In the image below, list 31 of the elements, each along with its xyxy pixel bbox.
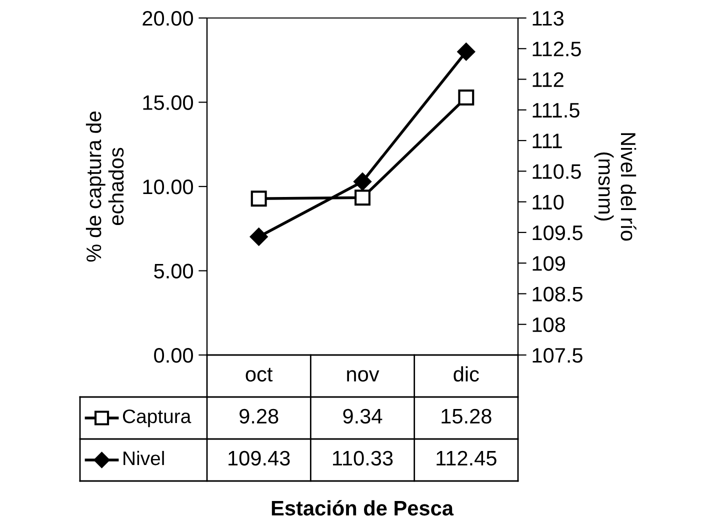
data-label: 110.33 [333,450,393,466]
x-tick-label: nov [347,370,380,382]
legend-label: Nivel [124,450,164,466]
y2-tick-label: 113 [532,11,564,26]
data-label: 15.28 [442,408,492,424]
x-tick-label: oct [246,368,273,382]
y2-tick-label: 109 [532,256,565,271]
y2-tick-label: 108.5 [532,286,582,302]
y2-axis-title: Nivel del río (msnm) [594,133,636,241]
y2-tick-label: 110 [532,194,564,210]
legend-label: Captura [122,409,192,428]
y2-tick-label: 112 [532,72,564,87]
y2-tick-label: 112.5 [532,42,581,56]
data-label: 112.45 [436,450,496,466]
y2-tick-label: 110.5 [532,164,581,179]
y-tick-label: 20.00 [142,11,193,26]
data-label: 9.34 [343,408,382,424]
y2-tick-label: 111.5 [532,103,580,118]
y-tick-label: 15.00 [143,95,193,110]
y-tick-label: 5.00 [154,264,193,279]
y2-tick-label: 108 [532,317,566,332]
y-tick-label: 10.00 [143,180,193,194]
data-label: 9.28 [240,408,278,424]
data-label: 109.43 [228,450,290,466]
y2-tick-label: 107.5 [532,348,582,363]
text: Estación de Pesca [272,500,454,516]
y2-tick-label: 111 [532,134,562,148]
y2-tick-label: 109.5 [532,225,582,240]
x-tick-label: dic [454,366,479,382]
y-tick-label: 0.00 [154,348,193,363]
y-axis-title: % de captura de echados [86,112,124,262]
